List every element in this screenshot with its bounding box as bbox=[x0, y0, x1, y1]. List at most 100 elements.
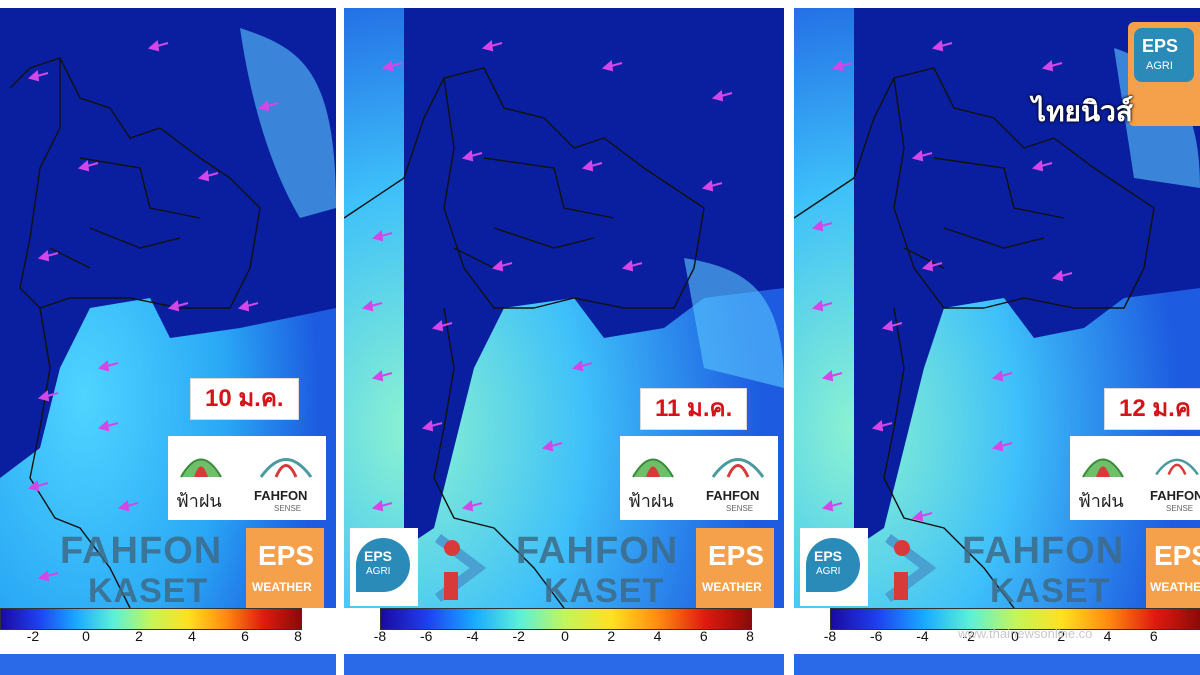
eps-label: EPS bbox=[258, 540, 315, 571]
eps-agri-eps-label: EPS bbox=[814, 548, 843, 564]
colorbar-tick-label: 4 bbox=[188, 628, 196, 644]
wind-arrow-head bbox=[831, 60, 844, 72]
colorbar-tick-label: 6 bbox=[241, 628, 249, 644]
map-panel-2: 11 ม.ค. ฟ้าฝน FAHFON SENSE EPS AGRI FAHF… bbox=[344, 8, 784, 608]
wind-arrow-head bbox=[431, 320, 444, 332]
eps-weather-label: WEATHER bbox=[702, 580, 762, 594]
wind-arrow-head bbox=[421, 420, 434, 432]
fahfon-logo-box-2: ฟ้าฝน FAHFON SENSE bbox=[620, 436, 778, 520]
watermark: www.thainewsonline.co bbox=[958, 626, 1093, 641]
wind-arrow-head bbox=[621, 260, 634, 272]
kaset-line1: FAHFON bbox=[516, 530, 679, 572]
wind-arrow-head bbox=[167, 300, 180, 312]
wind-arrow-head bbox=[371, 370, 384, 382]
wind-arrow-head bbox=[911, 510, 924, 522]
colorbar-tick-label: 0 bbox=[1011, 628, 1019, 644]
wind-arrow-head bbox=[581, 160, 594, 172]
colorbar-tick-label: 0 bbox=[82, 628, 90, 644]
colorbar-tick-label: 2 bbox=[1057, 628, 1066, 644]
eps-weather-logo: EPS WEATHER bbox=[1146, 528, 1200, 608]
fahfon-sense-label: SENSE bbox=[1166, 504, 1194, 513]
wind-arrow-head bbox=[197, 170, 210, 182]
eps-weather-logo: EPS WEATHER bbox=[246, 528, 324, 608]
wind-arrow-head bbox=[811, 300, 824, 312]
wind-arrow-head bbox=[1031, 160, 1044, 172]
eps-weather-logo: EPS WEATHER bbox=[696, 528, 774, 608]
colorbar-tick-label: -8 bbox=[823, 628, 837, 644]
tnews-brand: ไทยนิวส์ bbox=[1032, 96, 1133, 127]
wind-arrow-head bbox=[871, 420, 884, 432]
wind-arrow-head bbox=[1051, 270, 1064, 282]
colorbar-1 bbox=[0, 608, 302, 630]
land-field bbox=[404, 8, 784, 548]
wind-arrow-head bbox=[371, 500, 384, 512]
fahfon-sense-icon bbox=[259, 458, 313, 478]
kaset-line1: FAHFON bbox=[60, 530, 223, 572]
eps-agri-logo: EPS AGRI bbox=[350, 528, 418, 606]
fahfon-sense-icon bbox=[1155, 458, 1199, 476]
wind-arrow-head bbox=[491, 260, 504, 272]
wind-arrow-head bbox=[921, 260, 934, 272]
kaset-line2: KASET bbox=[88, 572, 209, 608]
fahfon-thai-label: ฟ้าฝน bbox=[628, 491, 674, 511]
wind-arrow-head bbox=[37, 390, 50, 402]
wind-arrow-head bbox=[811, 220, 824, 232]
date-label-1: 10 ม.ค. bbox=[190, 378, 299, 420]
borders bbox=[9, 57, 261, 608]
fahfon-en-label: FAHFON bbox=[254, 488, 308, 503]
kaset-leaf-icon bbox=[435, 534, 487, 602]
wind-arrow-head bbox=[37, 570, 50, 582]
wind-arrow-head bbox=[991, 370, 1004, 382]
land-field bbox=[0, 8, 336, 478]
fahfon-umbrella-icon bbox=[180, 458, 222, 478]
wind-arrow-head bbox=[541, 440, 554, 452]
wind-arrow-head bbox=[237, 300, 250, 312]
colorbar-tick-label: 6 bbox=[1149, 628, 1158, 644]
wind-arrow-head bbox=[27, 480, 40, 492]
eps-label: EPS bbox=[708, 540, 765, 571]
colorbar-tick-label: 8 bbox=[746, 628, 754, 644]
wind-arrow-head bbox=[371, 230, 384, 242]
wind-arrow-head bbox=[27, 70, 40, 82]
wind-arrow-head bbox=[97, 360, 110, 372]
eps-agri-corner-logo: EPS AGRI bbox=[1128, 22, 1200, 126]
wind-arrow-head bbox=[117, 500, 130, 512]
colorbar-tick-label: -4 bbox=[466, 628, 479, 644]
wind-arrow-head bbox=[97, 420, 110, 432]
colorbar-tick-label: -8 bbox=[373, 628, 387, 644]
colorbar-tick-label: 0 bbox=[561, 628, 569, 644]
colorbar-tick-label: -2 bbox=[512, 628, 525, 644]
wind-arrows bbox=[811, 40, 1173, 572]
colorbar-tick-label: 6 bbox=[699, 628, 708, 644]
wind-arrows bbox=[27, 40, 279, 582]
land-field bbox=[854, 8, 1200, 548]
eps-agri-corner-eps-label: EPS bbox=[1142, 36, 1179, 56]
colorbar-tick-label: 2 bbox=[607, 628, 616, 644]
fahfon-logo-box-3: ฟ้าฝน FAHFON SENSE bbox=[1070, 436, 1200, 520]
fahfon-umbrella-icon bbox=[632, 458, 674, 478]
fahfon-sense-label: SENSE bbox=[274, 504, 302, 513]
eps-weather-label: WEATHER bbox=[1150, 580, 1200, 594]
cool-patch bbox=[684, 258, 784, 388]
wind-arrow-head bbox=[601, 60, 614, 72]
fahfon-en-label: FAHFON bbox=[706, 488, 760, 503]
wind-arrow-head bbox=[931, 40, 944, 52]
wind-arrow-head bbox=[361, 300, 374, 312]
wind-arrow-head bbox=[381, 60, 394, 72]
wind-arrow-head bbox=[911, 150, 924, 162]
date-label-2: 11 ม.ค. bbox=[640, 388, 748, 430]
colorbar-3 bbox=[830, 608, 1200, 630]
wind-arrow-head bbox=[461, 150, 474, 162]
wind-arrow-head bbox=[711, 90, 724, 102]
colorbar-tick-label: -2 bbox=[962, 628, 975, 644]
kaset-line2: KASET bbox=[544, 572, 665, 608]
date-label-3: 12 ม.ค bbox=[1104, 388, 1200, 430]
wind-arrow-head bbox=[821, 370, 834, 382]
wind-arrow-head bbox=[481, 40, 494, 52]
wind-arrows bbox=[361, 40, 733, 512]
eps-label: EPS bbox=[1154, 540, 1200, 571]
fahfon-sense-icon bbox=[711, 458, 765, 478]
colorbar-tick-label: -6 bbox=[420, 628, 433, 644]
colorbar-tick-label: 4 bbox=[1103, 628, 1112, 644]
map-panel-3: EPS AGRI ไทยนิวส์ 12 ม.ค ฟ้าฝน FAHFON SE… bbox=[794, 8, 1200, 608]
